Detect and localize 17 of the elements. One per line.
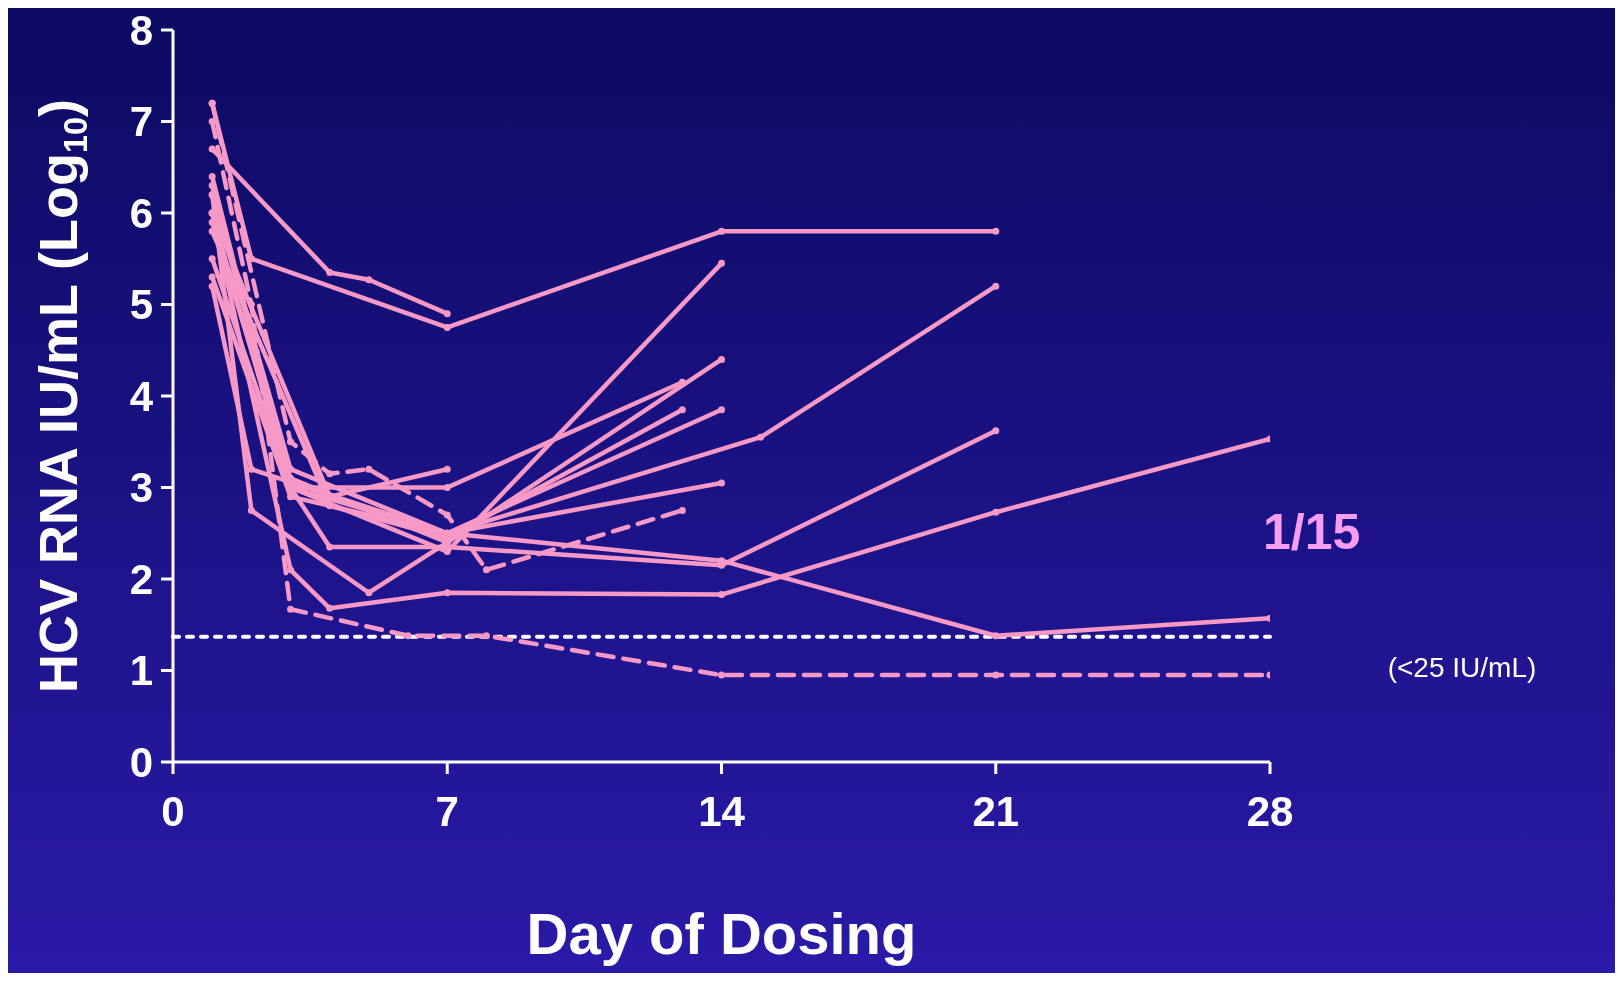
x-tick-label: 7 <box>435 787 459 835</box>
y-tick-label: 1 <box>129 647 153 695</box>
y-tick-label: 0 <box>129 738 153 786</box>
y-tick-label: 3 <box>129 464 153 512</box>
x-tick-label: 21 <box>972 787 1020 835</box>
y-tick-label: 8 <box>129 6 153 54</box>
x-axis-title: Day of Dosing <box>526 901 917 966</box>
y-tick-label: 5 <box>129 281 153 329</box>
y-tick-label: 7 <box>129 98 153 146</box>
y-tick-label: 2 <box>129 555 153 603</box>
ref-line-label: (<25 IU/mL) <box>1387 651 1537 683</box>
x-tick-label: 28 <box>1246 787 1294 835</box>
y-tick-label: 4 <box>129 372 154 420</box>
y-tick-label: 6 <box>129 189 153 237</box>
annotation: 1/15 <box>1263 503 1361 561</box>
x-tick-label: 14 <box>698 787 746 835</box>
x-tick-label: 0 <box>161 787 185 835</box>
